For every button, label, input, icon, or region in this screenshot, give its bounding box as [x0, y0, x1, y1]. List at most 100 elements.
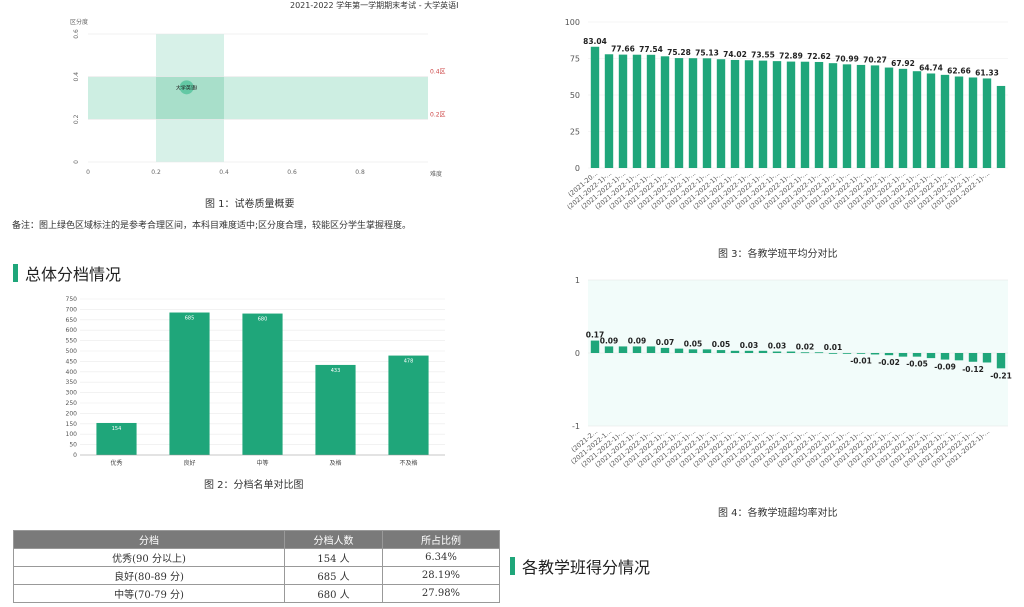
bar [744, 60, 754, 168]
bar-value-label: 70.27 [863, 55, 887, 64]
cell-count: 154 人 [284, 548, 383, 567]
y-tick-label: 500 [66, 348, 78, 355]
bar [604, 346, 614, 353]
y-tick-label: -1 [572, 422, 580, 431]
bar-value-label: 0.09 [628, 336, 647, 345]
bar [954, 353, 964, 361]
bar-value-label: 0.17 [586, 331, 605, 340]
y-tick-label: 250 [66, 400, 78, 407]
y-tick-label: 750 [66, 296, 78, 303]
y-tick-label: 0 [73, 452, 77, 459]
cell-count: 680 人 [284, 584, 383, 603]
bar [660, 56, 670, 169]
bar-value-label: -0.02 [878, 358, 900, 367]
y-tick-label: 50 [69, 442, 77, 449]
grade-distribution-chart: 0 50 100 150 200 250 300 350 400 450 500 550 600 650 7… [66, 296, 445, 467]
y-tick-label: 0 [575, 349, 580, 358]
y-tick-label: 450 [66, 358, 78, 365]
bar [996, 353, 1006, 369]
exam-title: 2021-2022 学年第一学期期末考试 - 大学英语Ⅰ [290, 1, 459, 10]
bar [758, 350, 768, 353]
figure2-caption: 图 2：分档名单对比图 [204, 480, 304, 491]
data-point [179, 80, 194, 95]
bar [388, 355, 429, 455]
cell-count: 685 人 [284, 566, 383, 585]
y-tick-label: 0 [575, 164, 580, 173]
bar [968, 77, 978, 168]
figure1-caption: 图 1：试卷质量概要 [205, 199, 295, 210]
section-marker [510, 557, 515, 575]
cell-grade: 优秀(90 分以上) [13, 548, 285, 567]
bar [926, 353, 936, 359]
cell-grade: 中等(70-79 分) [13, 584, 285, 603]
cell-ratio: 6.34% [382, 548, 500, 567]
bar-value-label: 72.62 [807, 52, 831, 61]
bar-value-label: 478 [404, 359, 414, 365]
data-point-label: 大学英语Ⅰ [176, 84, 197, 91]
bar [912, 71, 922, 168]
bar-value-label: 0.05 [712, 340, 731, 349]
bar-value-label: -0.05 [906, 360, 928, 369]
y-tick-label: 550 [66, 338, 78, 345]
bar [898, 68, 908, 168]
y-tick-label: 350 [66, 379, 78, 386]
bar [842, 353, 852, 354]
bar [660, 347, 670, 353]
bar [618, 346, 628, 353]
bar [912, 353, 922, 357]
x-tick-label: 及格 [329, 459, 341, 467]
y-tick-label: 700 [66, 306, 78, 313]
bar [954, 76, 964, 168]
bar [702, 349, 712, 353]
bar [730, 59, 740, 168]
bar-value-label: -0.12 [962, 365, 984, 374]
bar-value-label: 685 [185, 316, 195, 322]
bar-value-label: 0.02 [796, 342, 815, 351]
y-tick-label: 50 [570, 91, 580, 100]
bar-value-label: 0.01 [824, 343, 843, 352]
bar-value-label: 83.04 [583, 37, 607, 46]
section-title-distribution: 总体分档情况 [13, 261, 121, 285]
header-grade: 分档 [13, 530, 285, 549]
x-tick-label: 0.8 [355, 169, 365, 176]
y-tick-label: 150 [66, 421, 78, 428]
y-tick-label: 0.2 [73, 114, 80, 124]
section-title-text: 总体分档情况 [25, 265, 122, 284]
grade-table: 分档 分档人数 所占比例 优秀(90 分以上) 154 人 6.34% 良好(8… [13, 530, 500, 603]
table-row: 优秀(90 分以上) 154 人 6.34% [13, 548, 500, 567]
bar [590, 340, 600, 353]
bar [702, 58, 712, 169]
bar [814, 61, 824, 168]
bar-value-label: 0.05 [684, 339, 703, 348]
y-tick-label: 300 [66, 390, 78, 397]
y-tick-label: 400 [66, 369, 78, 376]
bar [828, 353, 838, 354]
bar [828, 63, 838, 169]
section-title-classes: 各教学班得分情况 [510, 554, 650, 578]
bar [982, 353, 992, 363]
bar-value-label: 77.66 [611, 45, 635, 54]
bar [772, 61, 782, 168]
x-axis-label: 难度 [430, 170, 442, 178]
bar-value-label: 64.74 [919, 63, 943, 72]
bar [856, 64, 866, 168]
bar [96, 422, 137, 455]
bar [870, 353, 880, 355]
cell-grade: 良好(80-89 分) [13, 566, 285, 585]
x-tick-label: 中等 [256, 459, 268, 467]
bar [800, 61, 810, 168]
bar-value-label: 0.09 [600, 336, 619, 345]
bar [786, 351, 796, 353]
bar-value-label: -0.09 [934, 363, 956, 372]
bar [758, 60, 768, 168]
bar-value-label: 75.28 [667, 48, 691, 57]
figure3-caption: 图 3：各教学班平均分对比 [718, 249, 838, 260]
bar-value-label: 680 [258, 317, 268, 323]
section-marker [13, 264, 18, 282]
y-tick-label: 100 [565, 18, 580, 27]
bar-value-label: 0.03 [740, 341, 759, 350]
bar-value-label: 75.13 [695, 48, 719, 57]
header-ratio: 所占比例 [382, 530, 500, 549]
bar [674, 348, 684, 353]
bar [898, 353, 908, 357]
